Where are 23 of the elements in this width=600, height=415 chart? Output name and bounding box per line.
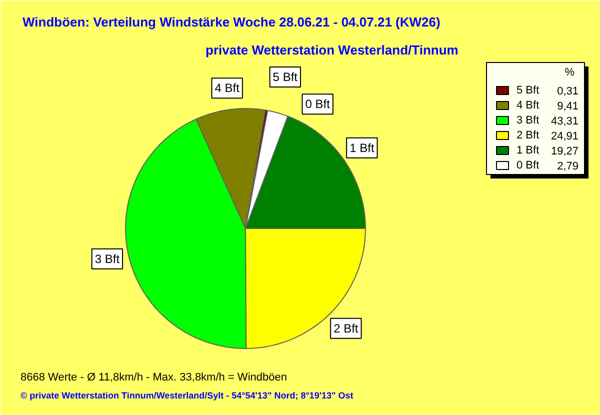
data-label: 19,27 [550, 146, 579, 158]
category-label: 0 Bft [305, 97, 330, 112]
data-label: 9,41 [557, 100, 579, 112]
legend-title: % [564, 66, 575, 78]
legend-label: 3 Bft [516, 114, 540, 126]
data-label: 0,31 [557, 86, 579, 98]
slice-label: 4 Bft [214, 81, 240, 96]
legend-label: 5 Bft [516, 84, 540, 96]
slice-label: 5 Bft [272, 70, 298, 84]
data-label: 24,91 [550, 130, 579, 142]
slice-label: 1 Bft [350, 140, 375, 155]
text: © private Wetterstation Tinnum/Westerland/Sylt - 54°54'13" Nord; 8°19'13" Ost [20, 390, 354, 400]
text: 8668 Werte - Ø 11,8km/h - Max. 33,8km/h = Windböen [20, 372, 287, 384]
legend-label: 1 Bft [516, 144, 540, 156]
legend-label: 0 Bft [516, 160, 540, 172]
data-label: 43,31 [550, 116, 579, 128]
legend-label: 2 Bft [516, 130, 540, 142]
slice-label: 2 Bft [334, 321, 359, 336]
chart-title: Windböen: Verteilung Windstärke Woche 28.06.21 - 04.07.21 (KW26) [22, 14, 440, 30]
legend-label: 4 Bft [516, 100, 540, 112]
chart-subtitle: private Wetterstation Westerland/Tinnum [206, 42, 458, 58]
slice-label: 3 Bft [94, 252, 120, 266]
data-label: 2,79 [557, 160, 579, 172]
